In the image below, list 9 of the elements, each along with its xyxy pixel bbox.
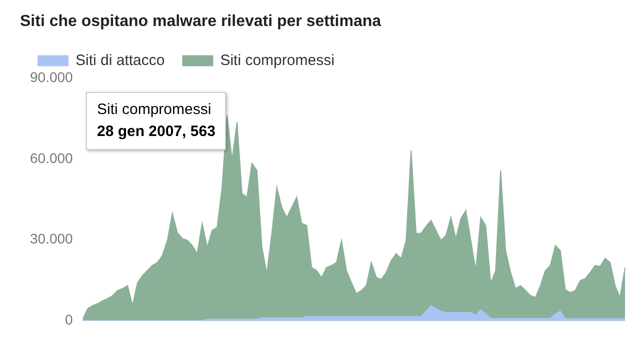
annotation: Siti compromessi (97, 100, 212, 120)
y-tick-label: 90.000 (30, 69, 74, 86)
chart-title: Siti che ospitano malware rilevati per settimana (20, 13, 382, 30)
y-tick-label: 0 (65, 311, 74, 328)
annotation: 28 gen 2007, 563 (97, 122, 216, 142)
y-tick-label: 30.000 (30, 230, 74, 247)
legend-label: Siti di attacco (76, 52, 165, 69)
y-tick-label: 60.000 (30, 150, 74, 166)
legend-label: Siti compromessi (220, 52, 334, 69)
